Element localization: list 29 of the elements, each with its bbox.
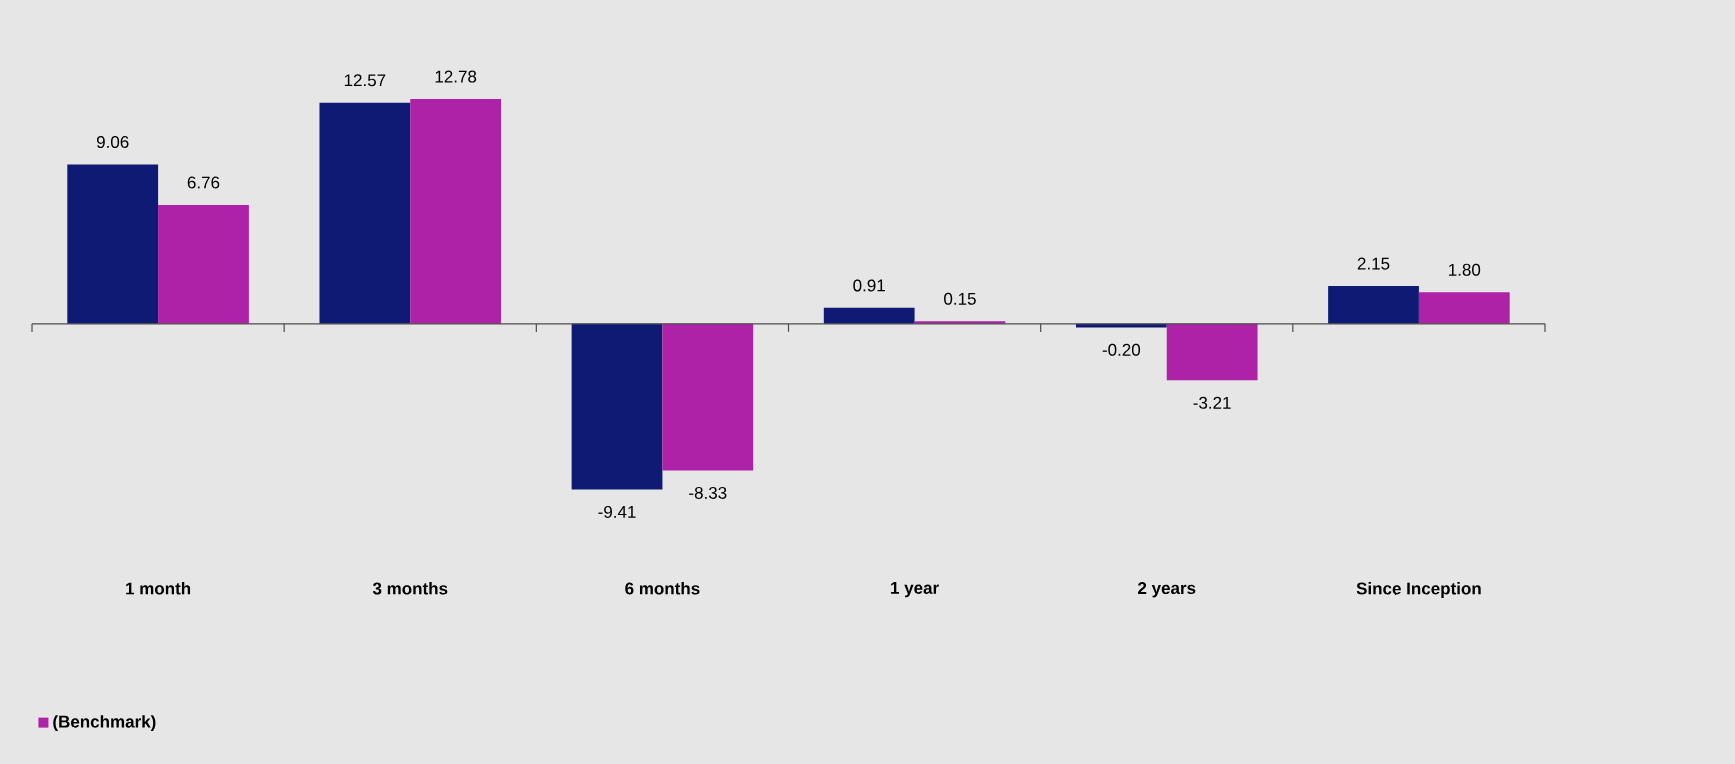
bar (410, 98, 502, 324)
bar (158, 204, 249, 324)
data-label: 1.80 (1449, 263, 1481, 276)
x-tick-label: 6 months (625, 582, 700, 595)
bar (823, 307, 915, 324)
bar (67, 164, 159, 324)
data-label: 12.78 (435, 70, 477, 83)
data-label: -8.33 (689, 486, 727, 499)
data-label: -3.21 (1193, 396, 1231, 409)
x-tick-label: 1 month (126, 582, 191, 595)
data-label: 12.57 (344, 74, 386, 87)
x-tick-label: 2 years (1138, 582, 1196, 598)
x-tick-label: 3 months (372, 582, 448, 595)
bar (662, 323, 754, 471)
bar (1328, 286, 1419, 324)
bar (319, 102, 411, 324)
x-tick-label: 1 year (891, 582, 939, 598)
data-label: 0.15 (944, 292, 976, 305)
data-label: -9.41 (598, 505, 636, 518)
data-label: 6.76 (187, 176, 220, 189)
legend-label: (Benchmark) (53, 715, 156, 732)
x-tick-label: Since Inception (1356, 582, 1481, 598)
data-label: 2.15 (1357, 257, 1390, 270)
bar (571, 323, 663, 490)
bar (1166, 323, 1258, 381)
data-label: 0.91 (853, 279, 885, 292)
bar (1418, 292, 1510, 324)
data-label: 9.06 (96, 136, 129, 149)
data-label: -0.20 (1102, 343, 1141, 356)
